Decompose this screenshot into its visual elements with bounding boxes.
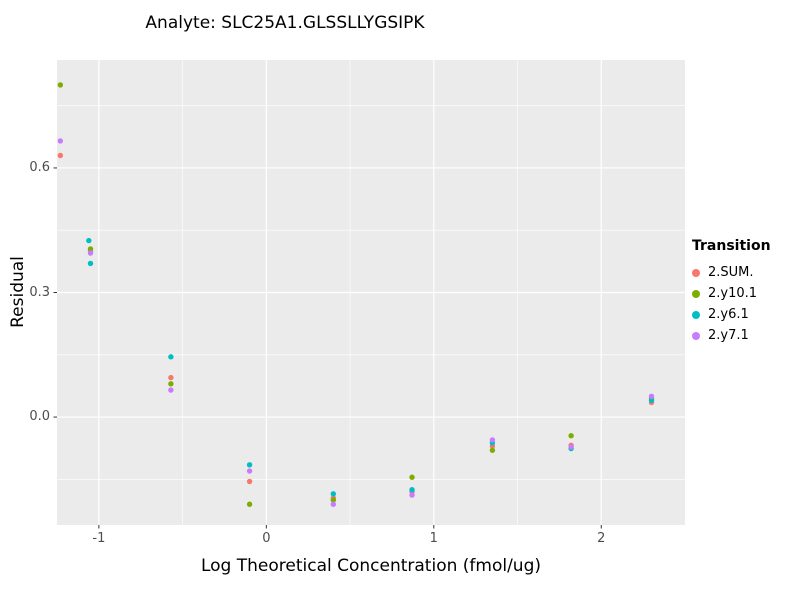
x-tick-label: 1: [429, 531, 438, 546]
legend-item-label: 2.y6.1: [708, 307, 749, 322]
x-tick-label: 2: [597, 531, 606, 546]
data-point: [330, 491, 337, 497]
legend-point-icon: [692, 310, 700, 319]
data-point: [168, 381, 174, 387]
data-point: [489, 447, 496, 453]
data-point: [246, 468, 253, 474]
y-tick-label: 0.0: [29, 409, 50, 425]
data-point: [57, 152, 64, 159]
data-point: [168, 387, 174, 393]
y-tick-label: 0.3: [29, 284, 50, 300]
data-point: [330, 497, 337, 503]
data-point: [489, 437, 496, 443]
x-axis-title: Log Theoretical Concentration (fmol/ug): [200, 556, 542, 576]
legend-item: 2.SUM.: [692, 262, 796, 283]
legend-item: 2.y7.1: [692, 325, 796, 346]
data-point: [409, 492, 415, 498]
data-point: [246, 462, 253, 468]
data-point: [648, 393, 655, 399]
x-tick-label: -1: [92, 531, 106, 546]
data-point: [246, 501, 253, 507]
x-tick-label: 0: [262, 531, 271, 546]
data-point: [57, 138, 64, 144]
y-tick-label: 0.6: [29, 159, 50, 175]
data-point: [568, 433, 574, 439]
legend: Transition 2.SUM. 2.y10.1 2.y6.1 2.y7.1: [692, 238, 796, 346]
data-point: [409, 487, 415, 493]
data-point: [57, 82, 64, 88]
legend-item-label: 2.SUM.: [708, 265, 754, 280]
chart-title: Analyte: SLC25A1.GLSSLLYGSIPK: [145, 13, 425, 33]
data-point: [87, 260, 94, 267]
data-point: [568, 444, 574, 450]
data-point: [330, 501, 337, 507]
points-layer: [57, 82, 655, 507]
legend-item: 2.y6.1: [692, 304, 796, 325]
data-point: [168, 374, 174, 381]
legend-items: 2.SUM. 2.y10.1 2.y6.1 2.y7.1: [692, 262, 796, 346]
plot-panel: [53, 60, 685, 529]
legend-item-label: 2.y10.1: [708, 286, 758, 301]
data-point: [87, 246, 94, 252]
legend-point-icon: [692, 268, 700, 277]
data-point: [409, 474, 415, 480]
legend-point-icon: [692, 289, 700, 298]
legend-title: Transition: [692, 238, 771, 254]
data-point: [246, 478, 253, 485]
data-point: [648, 397, 655, 404]
legend-item-label: 2.y7.1: [708, 328, 749, 343]
legend-item: 2.y10.1: [692, 283, 796, 304]
legend-point-icon: [692, 331, 700, 340]
data-point: [87, 250, 94, 256]
data-point: [168, 354, 174, 360]
data-point: [86, 237, 92, 244]
